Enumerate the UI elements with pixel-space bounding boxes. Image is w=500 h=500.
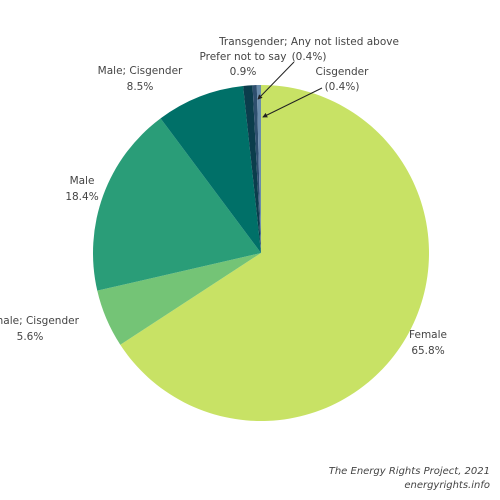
slice-label: Male; Cisgender [98,65,183,77]
value-label: 65.8% [411,345,444,357]
value-label: 0.9% [230,66,257,78]
slice-label: Female [409,329,447,341]
value-label: (0.4%) [292,51,327,63]
pie-slice [243,85,261,253]
leader-line [257,61,295,100]
pie-slice [93,118,261,291]
slice-label: Male [70,175,95,187]
slices [93,85,430,421]
pie-slice [120,85,430,421]
value-label: 18.4% [65,191,98,203]
caption: energyrights.info [404,480,490,491]
value-label: (0.4%) [325,81,360,93]
caption: The Energy Rights Project, 2021 [329,466,490,477]
slice-label: Cisgender [316,66,370,78]
leader-line [262,87,323,118]
pie-slice [97,253,262,345]
slice-label: Transgender; Any not listed above [218,36,399,48]
slice-label: Female; Cisgender [0,315,80,327]
pie-slice [256,85,261,253]
value-label: 8.5% [127,81,154,93]
value-label: 5.6% [17,331,44,343]
slice-label: Prefer not to say [199,51,286,63]
pie-slice [252,85,261,253]
pie-slice [160,85,261,254]
